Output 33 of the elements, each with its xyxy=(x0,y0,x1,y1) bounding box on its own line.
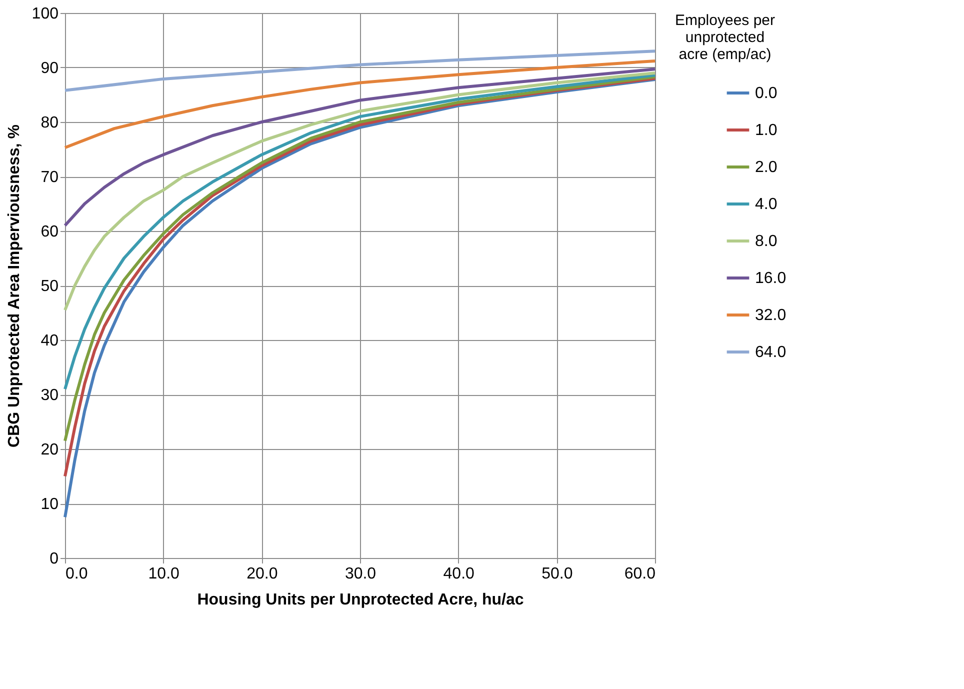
y-tick-label: 40 xyxy=(40,332,59,350)
x-axis-title: Housing Units per Unprotected Acre, hu/ac xyxy=(197,592,524,608)
legend-label: 8.0 xyxy=(755,233,778,250)
legend-label: 2.0 xyxy=(755,159,778,176)
x-tick-label: 10.0 xyxy=(148,566,180,582)
y-tick-label: 80 xyxy=(40,114,59,132)
x-tick-label: 60.0 xyxy=(624,566,656,582)
y-tick-label: 20 xyxy=(40,442,59,458)
y-tick-label: 30 xyxy=(40,387,59,404)
legend-title: Employees per unprotected acre (emp/ac) xyxy=(674,12,776,63)
legend-label: 16.0 xyxy=(755,270,786,287)
line-series xyxy=(64,50,656,92)
line-series xyxy=(64,68,656,228)
y-tick-label: 50 xyxy=(40,278,59,295)
y-tick-label: 90 xyxy=(40,60,59,77)
y-tick-label: 100 xyxy=(32,6,59,22)
legend-label: 0.0 xyxy=(755,85,778,102)
y-tick-label: 0 xyxy=(50,550,59,568)
legend-label: 32.0 xyxy=(755,307,786,324)
y-axis-title: CBG Unprotected Area Imperviousness, % xyxy=(6,124,23,448)
y-tick-label: 10 xyxy=(40,496,59,513)
x-tick-label: 0.0 xyxy=(66,566,88,582)
legend-label: 64.0 xyxy=(755,344,786,361)
line-series xyxy=(64,71,656,312)
y-tick-label: 70 xyxy=(40,169,59,186)
y-tick-label: 60 xyxy=(40,224,59,240)
legend-label: 1.0 xyxy=(755,122,778,139)
x-tick-label: 20.0 xyxy=(246,566,278,582)
x-tick-label: 50.0 xyxy=(542,566,573,582)
x-tick-label: 40.0 xyxy=(443,566,475,582)
line-series xyxy=(64,59,656,150)
x-tick-label: 30.0 xyxy=(344,566,376,582)
legend-label: 4.0 xyxy=(755,196,778,213)
